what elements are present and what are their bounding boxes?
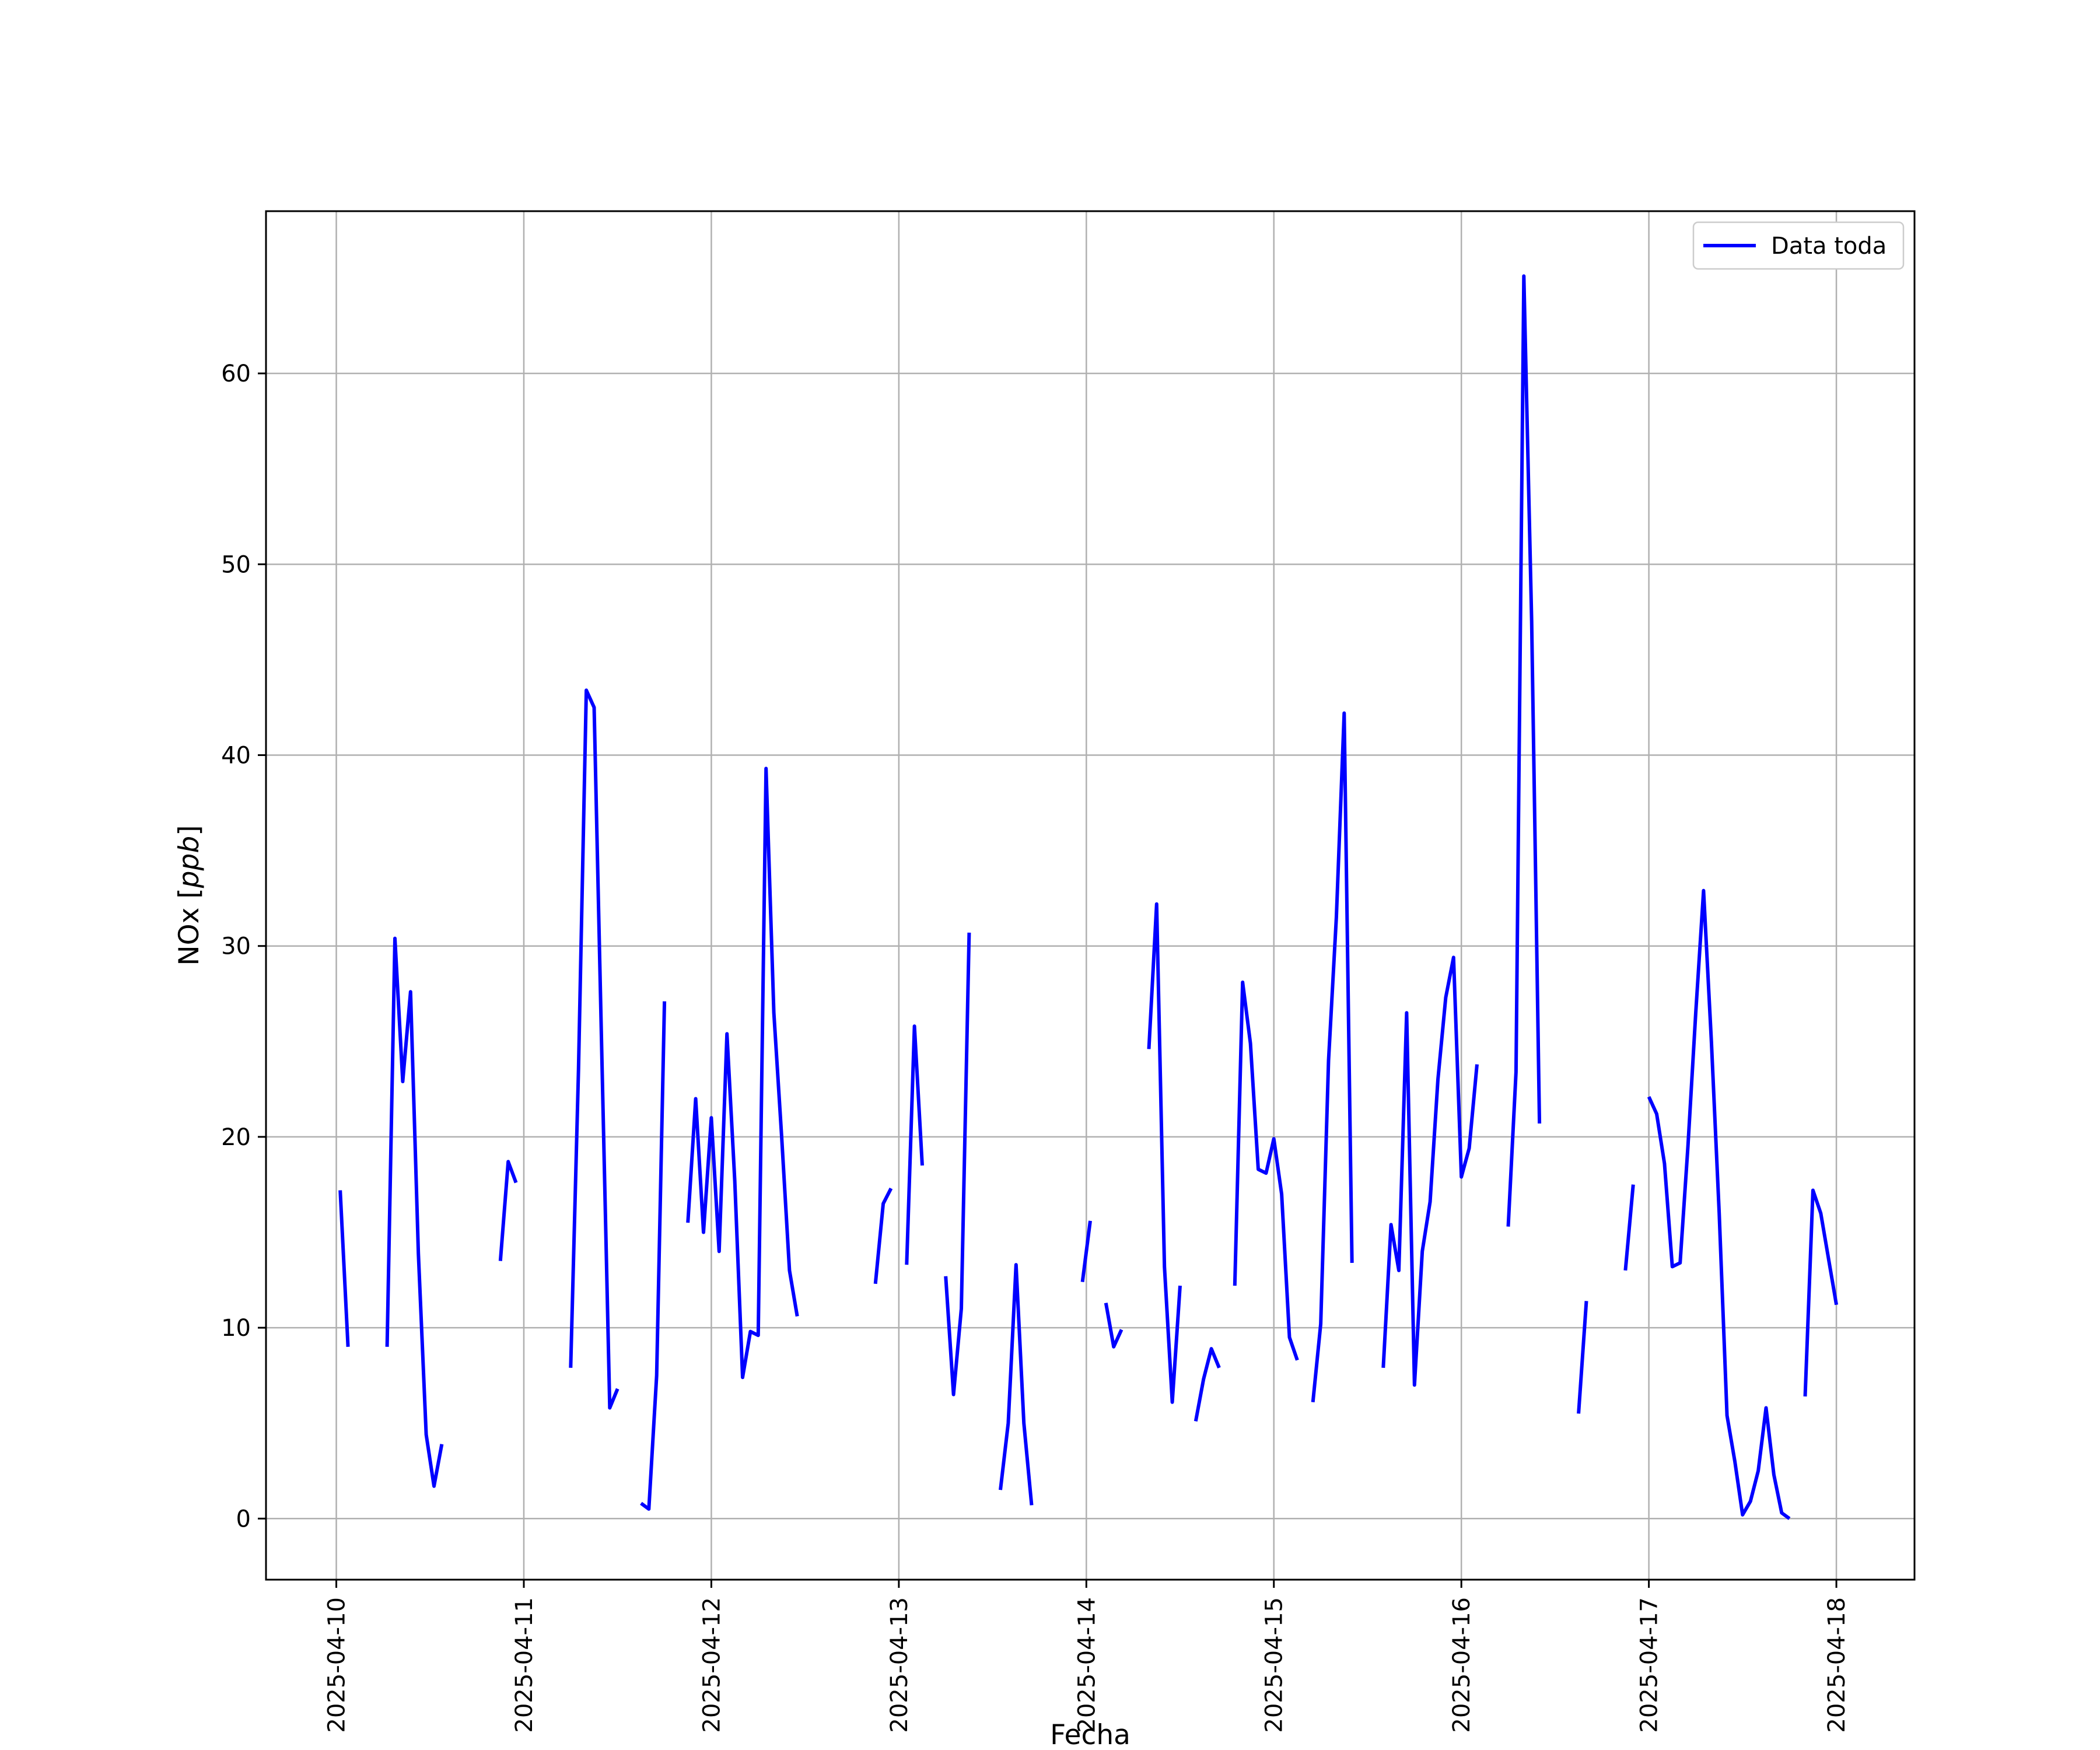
- x-tick-label: 2025-04-12: [698, 1597, 725, 1732]
- series-line-segment: [1194, 1347, 1221, 1422]
- grid-layer: [266, 211, 1915, 1580]
- legend: Data toda: [1692, 221, 1905, 270]
- series-line-segment: [640, 1001, 667, 1511]
- y-tick-label: 30: [221, 933, 251, 960]
- x-tick-label: 2025-04-14: [1073, 1597, 1100, 1732]
- x-tick-label: 2025-04-15: [1261, 1597, 1288, 1732]
- y-axis-label: NOx [ppb]: [173, 825, 205, 965]
- series-line-segment: [1080, 1220, 1092, 1282]
- series-line-segment: [385, 936, 444, 1488]
- series-line-segment: [1506, 274, 1542, 1227]
- series-line-segment: [1577, 1301, 1588, 1414]
- series-line-segment: [1104, 1303, 1124, 1349]
- series-line-segment: [686, 766, 799, 1380]
- x-tick-label: 2025-04-11: [511, 1597, 538, 1732]
- plot-background: [266, 211, 1915, 1580]
- series-line-segment: [1147, 902, 1182, 1404]
- y-tick-label: 60: [221, 360, 251, 387]
- legend-label: Data toda: [1771, 233, 1887, 260]
- series-line-segment: [1623, 1184, 1635, 1271]
- y-tick-label: 40: [221, 743, 251, 769]
- plot-frame: [265, 210, 1916, 1581]
- legend-box: [1692, 221, 1905, 270]
- series-line-segment: [905, 1024, 924, 1265]
- x-tick-label: 2025-04-18: [1824, 1597, 1850, 1732]
- series-line-segment: [498, 1160, 518, 1261]
- series-line-segment: [338, 1190, 350, 1347]
- series-line-segment: [1803, 1188, 1839, 1397]
- y-tick-label: 50: [221, 551, 251, 578]
- y-axis-label-close: ]: [173, 825, 205, 835]
- tick-layer: 0 10 20 30 40 50 60 2025-04-10 2025-04-11 2025-04…: [221, 360, 1850, 1732]
- y-tick-label: 10: [221, 1315, 251, 1342]
- series-line-segment: [569, 688, 620, 1410]
- x-axis-label: Fecha: [1050, 1719, 1130, 1750]
- series-layer: [338, 274, 1839, 1520]
- series-line-segment: [1311, 711, 1354, 1402]
- series-line-segment: [1647, 888, 1791, 1520]
- series-line-segment: [873, 1187, 893, 1284]
- x-tick-label: 2025-04-16: [1448, 1597, 1475, 1732]
- y-axis-label-name: NOx [: [173, 888, 205, 965]
- y-tick-label: 0: [236, 1506, 251, 1532]
- series-line-segment: [1381, 956, 1479, 1387]
- y-tick-label: 20: [221, 1124, 251, 1151]
- series-line-segment: [999, 1263, 1034, 1506]
- x-tick-label: 2025-04-17: [1636, 1597, 1663, 1732]
- series-line-segment: [944, 932, 971, 1396]
- series-line-segment: [1233, 980, 1299, 1361]
- y-axis-label-unit: ppb: [173, 836, 205, 889]
- x-tick-label: 2025-04-10: [324, 1597, 351, 1732]
- x-tick-label: 2025-04-13: [886, 1597, 913, 1732]
